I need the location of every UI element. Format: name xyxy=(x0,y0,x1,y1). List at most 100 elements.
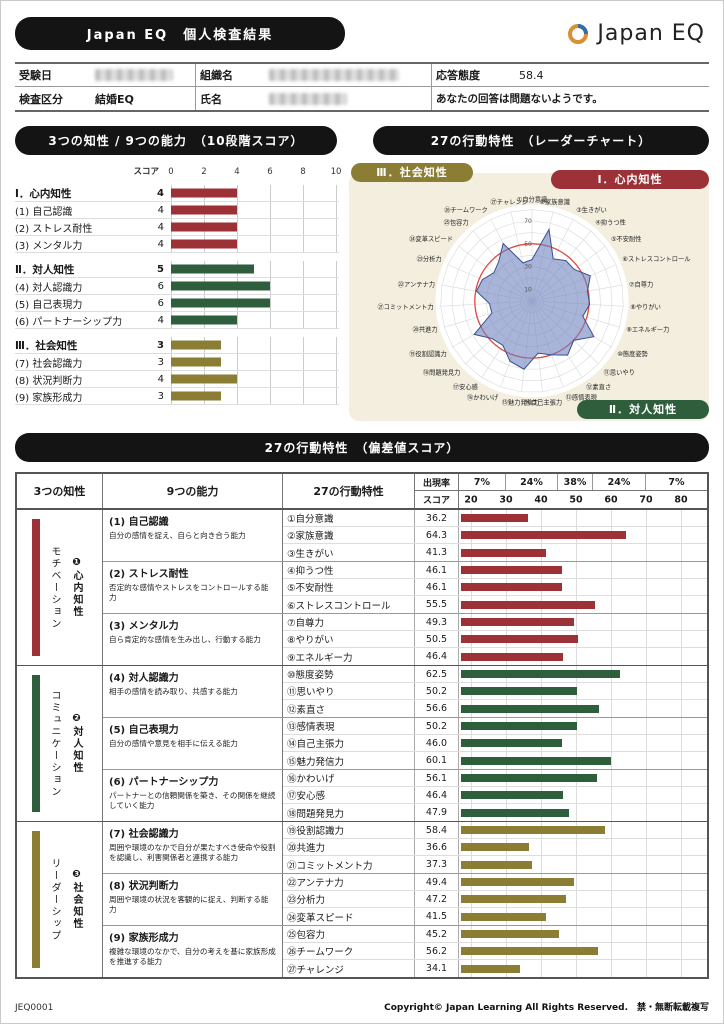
trait-bar xyxy=(461,756,612,765)
attitude-note: あなたの回答は問題ないようです。 xyxy=(431,87,709,110)
score10-row-track xyxy=(171,312,337,328)
trait-row: ⑦自尊力 49.3 xyxy=(283,614,707,631)
section-group-label: ❷対人知性 xyxy=(71,713,82,774)
score10-section-title: 3つの知性 / 9つの能力 （10段階スコア） xyxy=(15,126,337,155)
ability-description: パートナーとの信頼関係を築き、その関係を継続していく能力 xyxy=(109,791,276,810)
gridline xyxy=(611,804,612,821)
ability-block: (4) 対人認識力 相手の感情を読み取り、共感する能力 ⑩態度姿勢 62.5 ⑪思いやり… xyxy=(103,666,707,718)
rate-label: 出現率 xyxy=(415,474,459,490)
score10-row-track xyxy=(171,278,337,294)
ability-name: (3) メンタル力 xyxy=(109,621,179,632)
trait-label: ⑰安心感 xyxy=(283,787,415,803)
gridline xyxy=(681,908,682,925)
trait-row: ㉗チャレンジ 34.1 xyxy=(283,960,707,977)
gridline xyxy=(611,510,612,526)
score10-item-row: (1) 自己認識 4 xyxy=(15,202,339,219)
gridline xyxy=(681,735,682,751)
gridline xyxy=(646,562,647,578)
trait-score: 50.2 xyxy=(415,683,459,699)
trait-rows: ⑬感情表現 50.2 ⑭自己主張力 46.0 ⑮魅力発信力 60.1 xyxy=(283,718,707,769)
trait-row: ⑨エネルギー力 46.4 xyxy=(283,648,707,665)
gridline xyxy=(646,631,647,647)
trait-bar-track xyxy=(459,804,707,821)
score10-row-label: (4) 対人認識力 xyxy=(15,282,83,294)
ability-block: (3) メンタル力自ら肯定的な感情を生み出し、行動する能力 ⑦自尊力 49.3 ⑧やり… xyxy=(103,614,707,665)
trait-bar xyxy=(461,860,532,869)
trait-label: ⑤不安耐性 xyxy=(283,579,415,595)
trait-row: ③生きがい 41.3 xyxy=(283,544,707,561)
trait-label: ㉕包容力 xyxy=(283,926,415,942)
name-label: 氏名 xyxy=(195,87,265,110)
trait-rows: ⑩態度姿勢 62.5 ⑪思いやり 50.2 ⑫素直さ 56.6 xyxy=(283,666,707,717)
ability-description: 周囲や環境の状況を客観的に捉え、判断する能力 xyxy=(109,895,269,914)
trait-row: ⑧やりがい 50.5 xyxy=(283,631,707,648)
trait-bar xyxy=(461,912,547,921)
section-headers: 3つの知性 / 9つの能力 （10段階スコア） 27の行動特性 （レーダーチャー… xyxy=(15,126,709,155)
trait-rows: ①自分意識 36.2 ②家族意識 64.3 ③生きがい 41.3 xyxy=(283,510,707,561)
radar-axis-label: ㉗チャレンジ xyxy=(491,198,528,206)
header-col-intelligences: 3つの知性 xyxy=(17,474,103,508)
score10-row-value: 3 xyxy=(157,390,164,402)
trait-row: ⑩態度姿勢 62.5 xyxy=(283,666,707,683)
trait-score: 56.1 xyxy=(415,770,459,786)
ability-name: (4) 対人認識力 xyxy=(109,673,179,684)
gridline xyxy=(681,614,682,630)
score10-row-value: 6 xyxy=(157,297,164,309)
radar-ring-label: 70 xyxy=(524,218,532,225)
gridline xyxy=(646,700,647,717)
trait-score: 47.9 xyxy=(415,804,459,821)
header-col-abilities: 9つの能力 xyxy=(103,474,283,508)
gridline xyxy=(576,735,577,751)
gridline xyxy=(681,544,682,561)
gridline xyxy=(646,770,647,786)
ability-name: (7) 社会認識力 xyxy=(109,829,179,840)
ability-cell: (8) 状況判断力 周囲や環境の状況を客観的に捉え、判断する能力 xyxy=(103,874,283,925)
trait-bar-track xyxy=(459,631,707,647)
score10-item-row: (4) 対人認識力 6 xyxy=(15,278,339,295)
gridline xyxy=(611,683,612,699)
trait-bar xyxy=(461,548,546,557)
trait-row: ㉑コミットメント力 37.3 xyxy=(283,856,707,873)
score10-row-track xyxy=(171,202,337,218)
gridline xyxy=(611,631,612,647)
gridline xyxy=(646,735,647,751)
trait-label: ②家族意識 xyxy=(283,527,415,543)
score10-chart: スコア 0 2 4 6 8 10 Ⅰ．心内知性 4 (1) 自己認識 4 (2) ストレス耐性 4(… xyxy=(15,163,341,421)
trait-row: ⑫素直さ 56.6 xyxy=(283,700,707,717)
masked-value xyxy=(95,69,173,81)
ability-block: (8) 状況判断力 周囲や環境の状況を客観的に捉え、判断する能力 ㉒アンテナ力 49.… xyxy=(103,874,707,926)
trait-score: 56.2 xyxy=(415,943,459,959)
category-value: 結婚EQ xyxy=(95,92,134,106)
trait-label: ⑮魅力発信力 xyxy=(283,752,415,769)
ability-description: 自分の感情を捉え、自らと向き合う能力 xyxy=(109,531,246,540)
section-label-cell: コミュニケーション ❷対人知性 xyxy=(17,666,103,821)
gridline xyxy=(611,735,612,751)
radar-ring-label: 30 xyxy=(524,264,532,271)
rate-band: 38% xyxy=(558,474,593,490)
trait-bar xyxy=(461,600,596,609)
ability-cell: (6) パートナーシップ力 パートナーとの信頼関係を築き、その関係を継続していく能… xyxy=(103,770,283,821)
org-label: 組織名 xyxy=(195,64,265,87)
score10-row-track xyxy=(171,261,337,277)
score10-group-row: Ⅱ．対人知性 5 xyxy=(15,261,339,278)
radar-axis-label: ⑩態度姿勢 xyxy=(617,349,648,358)
radar-axis-label: ⑥ストレスコントロール xyxy=(622,255,690,263)
gridline xyxy=(576,614,577,630)
ability-description: 自ら肯定的な感情を生み出し、行動する能力 xyxy=(109,635,261,644)
score10-bar xyxy=(171,357,221,367)
trait-row: ⑱問題発見力 47.9 xyxy=(283,804,707,821)
trait-bar xyxy=(461,687,577,695)
trait-label: ⑫素直さ xyxy=(283,700,415,717)
gridline xyxy=(576,856,577,873)
score10-row-label: Ⅰ．心内知性 xyxy=(15,187,72,200)
gridline xyxy=(611,839,612,855)
score10-bar xyxy=(171,340,221,350)
trait-score: 46.1 xyxy=(415,562,459,578)
radar-axis-label: ⑱問題発見力 xyxy=(423,368,461,377)
radar-axis-label: ⑯かわいげ xyxy=(467,392,499,401)
gridline xyxy=(646,839,647,855)
score10-row-track xyxy=(171,388,337,404)
trait-score: 45.2 xyxy=(415,926,459,942)
score10-row-value: 3 xyxy=(157,339,164,351)
